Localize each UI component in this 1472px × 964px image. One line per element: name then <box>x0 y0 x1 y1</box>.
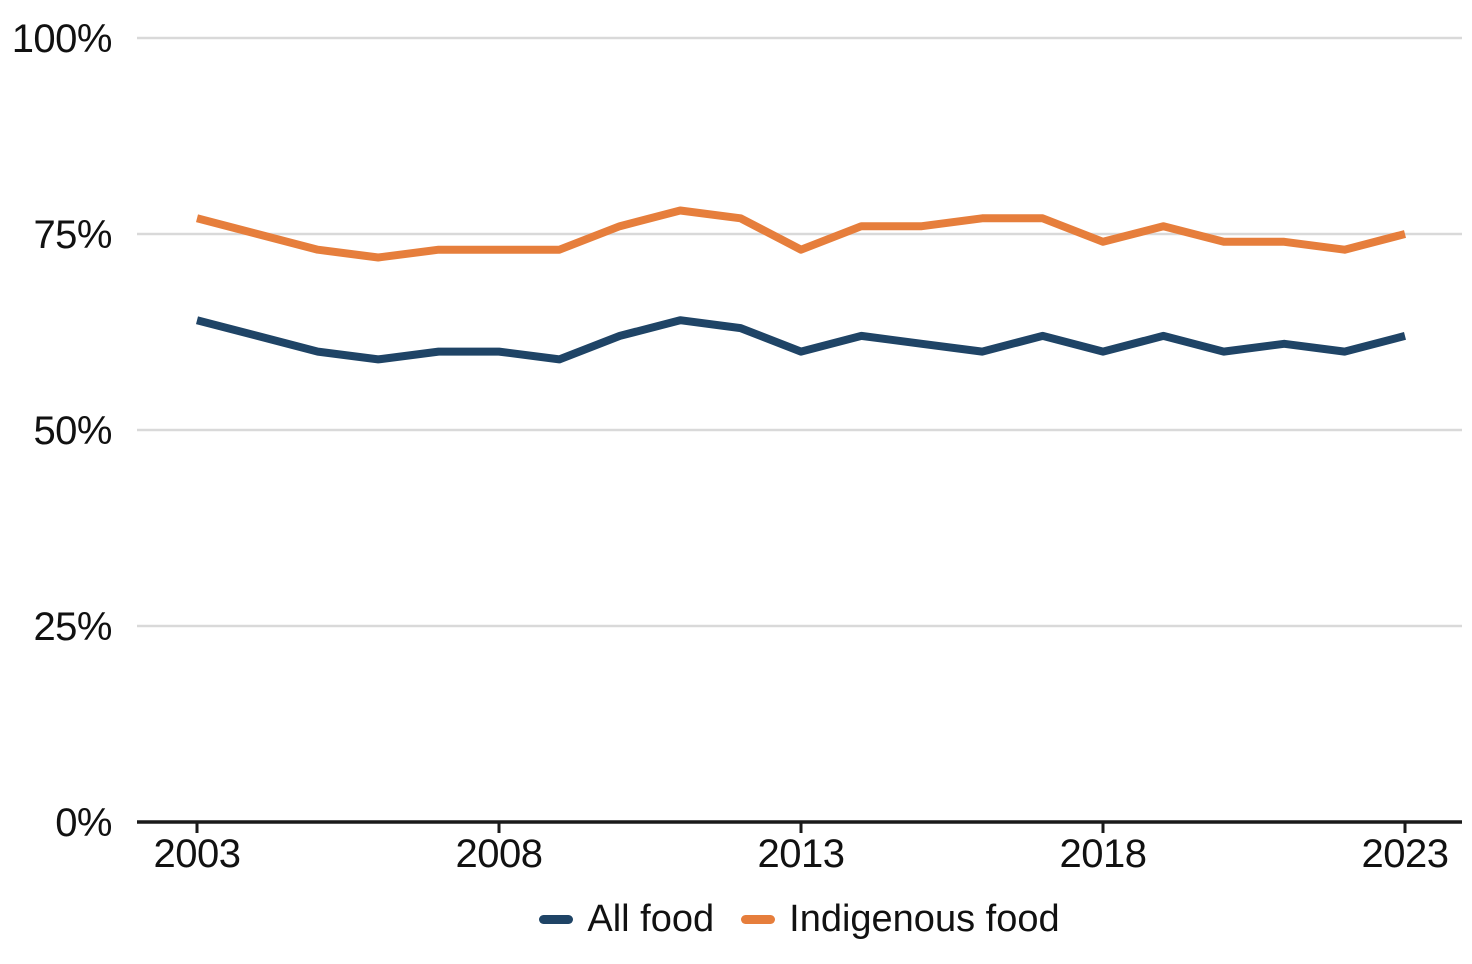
legend-swatch-all-food <box>539 915 574 924</box>
legend-label: All food <box>587 898 715 940</box>
series-line-indigenous-food <box>195 206 1407 262</box>
x-tick-label: 2018 <box>1060 832 1147 876</box>
y-tick-label: 0% <box>55 801 112 845</box>
y-tick-label: 100% <box>12 17 112 61</box>
y-tick-label: 75% <box>33 213 112 257</box>
y-tick-label: 25% <box>33 605 112 649</box>
legend-item-indigenous-food: Indigenous food <box>741 898 1060 941</box>
x-tick-label: 2023 <box>1362 832 1449 876</box>
x-tick-label: 2003 <box>154 832 241 876</box>
series-line-all-food <box>195 316 1407 364</box>
legend-swatch-indigenous-food <box>741 915 776 924</box>
x-tick-label: 2013 <box>758 832 845 876</box>
legend-label: Indigenous food <box>789 898 1060 940</box>
x-tick-label: 2008 <box>456 832 543 876</box>
y-tick-label: 50% <box>33 409 112 453</box>
legend: All food Indigenous food <box>137 898 1462 941</box>
legend-item-all-food: All food <box>539 898 714 941</box>
